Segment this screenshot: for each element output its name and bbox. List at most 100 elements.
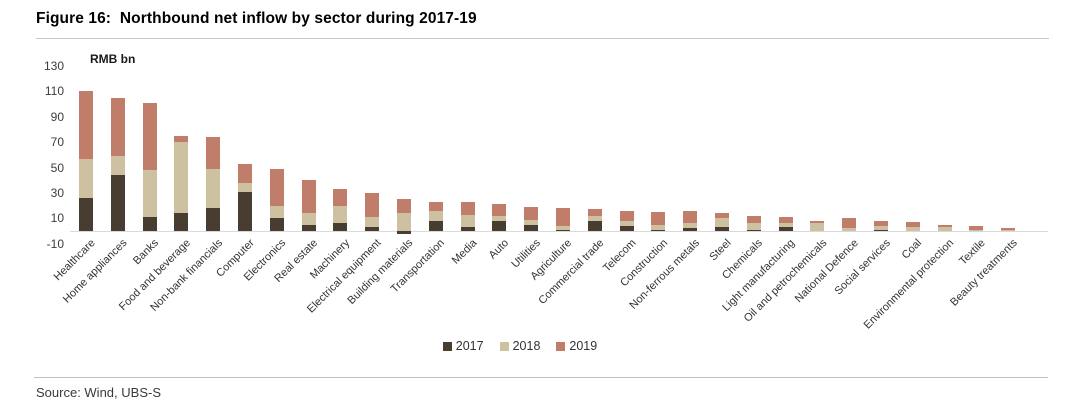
bar-segment-2019: [1001, 227, 1016, 231]
bar-segment-2019: [874, 220, 888, 226]
bar-segment-2019: [142, 102, 157, 171]
bar-segment-2018: [778, 223, 793, 228]
bar-segment-2018: [587, 215, 602, 221]
bar-segment-2019: [842, 218, 857, 229]
bar-segment-2017: [587, 220, 602, 231]
bar-segment-2018: [842, 228, 857, 231]
x-axis-category-label: Steel: [707, 237, 734, 264]
bar-segment-2018: [79, 158, 93, 198]
x-axis-category-label: Coal: [899, 237, 925, 262]
legend-swatch-2017: [442, 341, 452, 351]
y-axis-tick-label: 30: [50, 185, 64, 200]
legend-label: 2018: [512, 339, 541, 353]
bar-segment-2018: [683, 223, 698, 229]
bar-segment-2019: [746, 215, 761, 224]
legend-item-2017: 2017: [442, 339, 484, 353]
bar-segment-2018: [269, 205, 284, 219]
bar-segment-2018: [874, 225, 888, 230]
bar-segment-2019: [969, 225, 984, 230]
bar-segment-2017: [397, 231, 411, 234]
bar-segment-2019: [937, 224, 952, 228]
bar-segment-2019: [206, 137, 221, 169]
bar-segment-2017: [301, 224, 316, 231]
bar-segment-2017: [269, 218, 284, 231]
bar-segment-2019: [301, 180, 316, 214]
bar-segment-2019: [333, 189, 348, 206]
bar-segment-2019: [556, 208, 570, 226]
bar-segment-2018: [556, 225, 570, 230]
bar-segment-2017: [460, 227, 475, 231]
y-axis-tick-label: 110: [44, 84, 64, 99]
bar-segment-2018: [238, 182, 252, 192]
y-axis-tick-label: 130: [43, 59, 64, 74]
bar-segment-2019: [492, 204, 507, 216]
x-axis-category-label: Social services: [832, 237, 893, 298]
bar-segment-2019: [683, 210, 698, 224]
legend-item-2019: 2019: [556, 339, 597, 353]
bar-segment-2018: [206, 168, 221, 209]
bar-segment-2017: [110, 175, 125, 231]
bar-segment-2018: [905, 227, 920, 231]
bar-segment-2018: [746, 223, 761, 230]
bar-segment-2019: [269, 168, 284, 206]
y-axis-tick-label: -10: [46, 236, 64, 251]
bar-segment-2018: [110, 156, 125, 176]
bar-segment-2019: [810, 220, 825, 224]
bar-segment-2017: [174, 213, 189, 231]
bar-segment-2019: [397, 199, 411, 214]
x-axis-category-label: Auto: [486, 237, 511, 262]
bar-segment-2017: [79, 198, 93, 231]
bar-segment-2017: [683, 228, 698, 231]
bar-segment-2017: [492, 220, 507, 231]
legend-swatch-2019: [556, 341, 566, 351]
bar-segment-2017: [556, 229, 570, 231]
y-axis-tick-label: 10: [50, 211, 64, 226]
bar-segment-2018: [969, 229, 984, 231]
title-divider: [36, 38, 1049, 39]
x-axis-category-label: Banks: [130, 237, 162, 268]
bar-segment-2018: [397, 213, 411, 231]
bar-segment-2019: [428, 201, 443, 211]
footer-divider: [34, 377, 1048, 378]
chart-legend: 2017 2018 2019: [0, 339, 1040, 353]
bar-segment-2018: [428, 210, 443, 221]
source-text: Source: Wind, UBS-S: [36, 385, 161, 400]
y-axis-unit-label: RMB bn: [90, 52, 136, 66]
bar-segment-2017: [746, 229, 761, 231]
bar-segment-2018: [492, 215, 507, 221]
bar-segment-2019: [905, 222, 920, 228]
bar-segment-2018: [1001, 230, 1016, 231]
bar-segment-2018: [715, 218, 729, 228]
bar-segment-2019: [524, 206, 539, 220]
x-axis-category-label: Textile: [957, 237, 988, 268]
bar-segment-2017: [874, 229, 888, 231]
figure-title: Figure 16: Northbound net inflow by sect…: [36, 10, 477, 27]
bar-segment-2019: [619, 210, 634, 221]
bar-segment-2019: [174, 135, 189, 143]
bar-segment-2018: [524, 219, 539, 225]
y-axis-tick-label: 50: [50, 160, 64, 175]
bar-segment-2018: [333, 205, 348, 224]
bar-segment-2017: [333, 223, 348, 231]
bar-segment-2017: [619, 225, 634, 231]
bar-segment-2017: [715, 227, 729, 231]
y-axis-tick-label: 70: [50, 135, 64, 150]
bar-segment-2019: [651, 211, 666, 225]
bar-segment-2019: [715, 213, 729, 219]
y-axis-tick-label: 90: [50, 109, 64, 124]
bar-segment-2019: [110, 97, 125, 157]
bar-segment-2018: [810, 223, 825, 231]
bar-segment-2018: [937, 227, 952, 231]
bar-segment-2018: [174, 142, 189, 214]
bar-segment-2017: [365, 227, 380, 231]
bar-segment-2018: [619, 220, 634, 226]
bar-segment-2017: [428, 220, 443, 231]
bar-segment-2018: [301, 213, 316, 225]
bar-segment-2018: [365, 217, 380, 228]
x-axis-category-label: Media: [449, 237, 480, 267]
legend-item-2018: 2018: [499, 339, 541, 353]
bar-segment-2017: [524, 224, 539, 231]
legend-label: 2019: [569, 339, 598, 353]
bar-segment-2018: [460, 214, 475, 228]
bar-segment-2019: [238, 163, 252, 183]
